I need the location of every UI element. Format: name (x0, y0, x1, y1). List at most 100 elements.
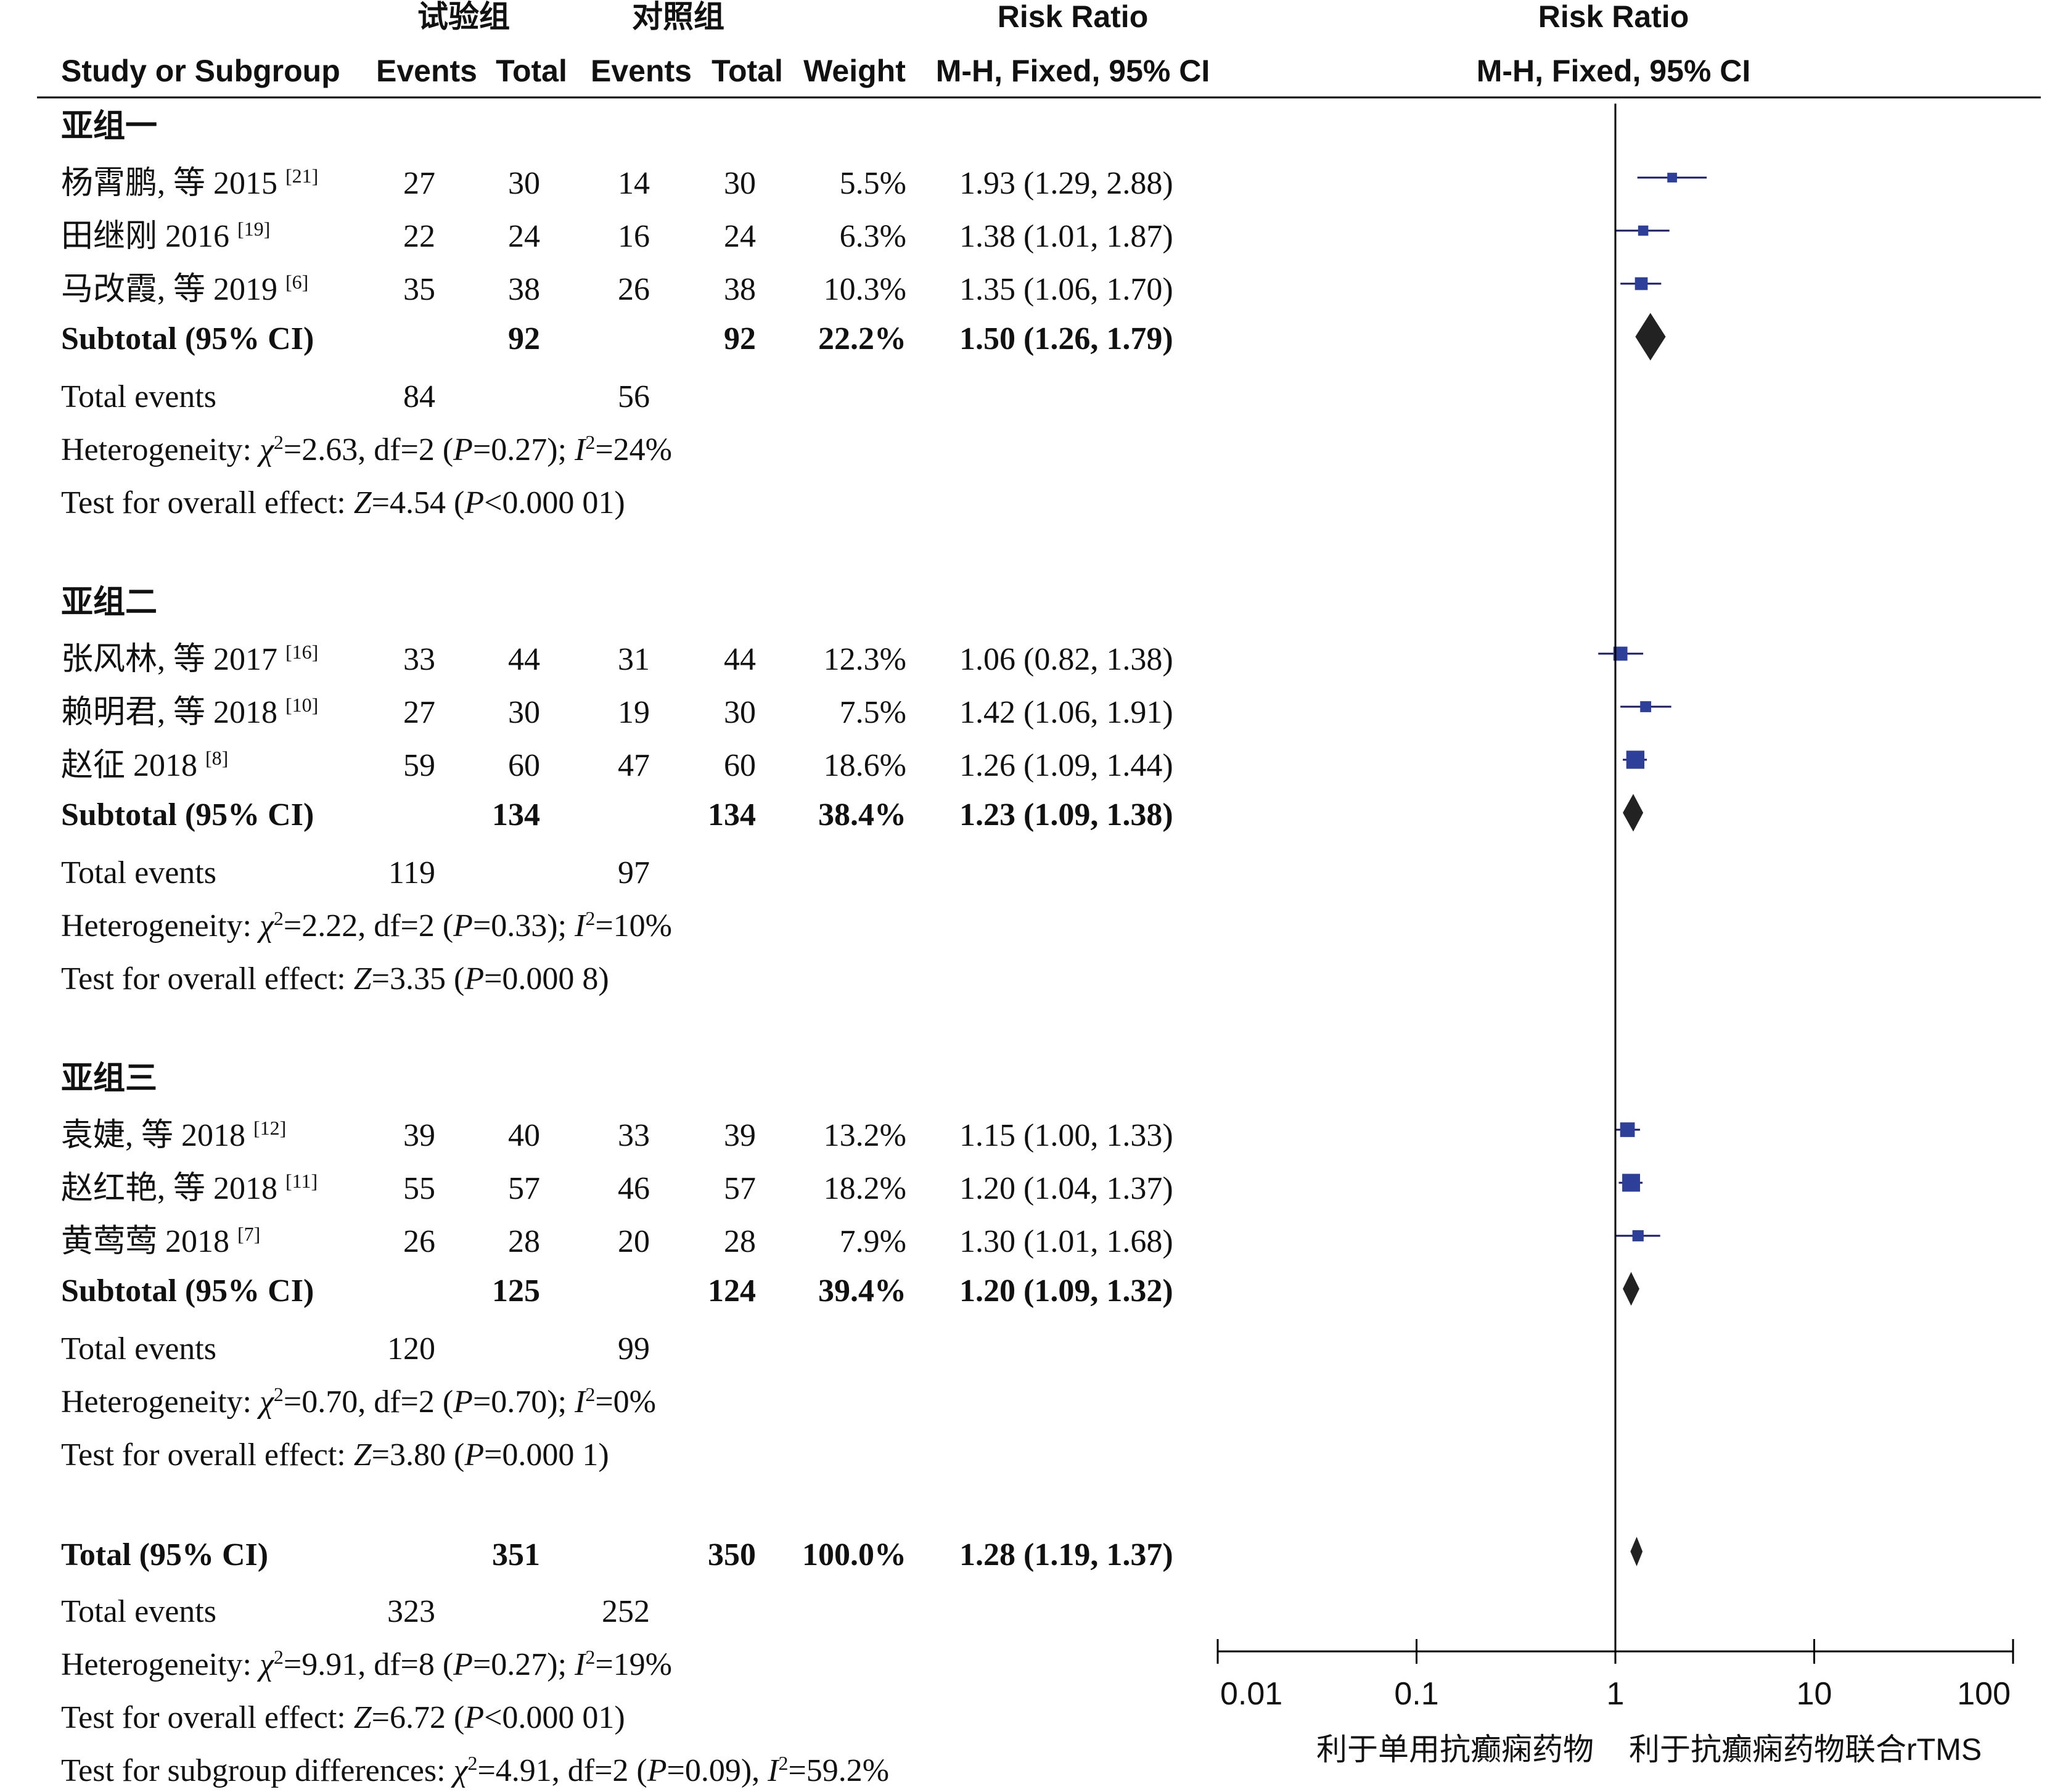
p-symbol: P (647, 1753, 667, 1788)
study-events-ctl: 31 (618, 642, 650, 677)
subtotal-total-exp: 125 (492, 1273, 540, 1309)
study-reference: [7] (237, 1223, 260, 1245)
study-weight: 6.3% (840, 219, 906, 254)
p-symbol: P (464, 485, 484, 520)
header-col-study: Study or Subgroup (61, 54, 340, 88)
p-value: =0.70); (473, 1384, 575, 1420)
study-ci: 1.20 (1.04, 1.37) (959, 1171, 1173, 1206)
subtotal-weight: 38.4% (818, 797, 906, 832)
i2-symbol: I (767, 1753, 780, 1788)
total-events-label: Total events (61, 1594, 216, 1629)
study-reference: [8] (205, 747, 228, 769)
total-total-ctl: 350 (708, 1537, 756, 1572)
study-name: 赵红艳, 等 2018 [11] (61, 1170, 318, 1206)
study-ci: 1.30 (1.01, 1.68) (959, 1224, 1173, 1259)
study-total-ctl: 44 (724, 642, 756, 677)
study-marker (1634, 277, 1648, 290)
p-symbol: P (453, 1384, 473, 1420)
header-plot-title: Risk Ratio (1538, 0, 1689, 34)
heterogeneity-label: Heterogeneity: (61, 1384, 260, 1420)
chi-value: =0.70, df=2 ( (284, 1384, 453, 1420)
superscript-2: 2 (274, 431, 284, 453)
p-symbol: P (464, 1437, 484, 1473)
i2-value: =0% (595, 1384, 656, 1420)
subgroup-heading: 亚组二 (61, 585, 157, 620)
study-name: 张风林, 等 2017 [16] (61, 641, 318, 677)
study-events-ctl: 16 (618, 219, 650, 254)
chi-value: =2.22, df=2 ( (284, 908, 453, 943)
study-reference: [16] (285, 641, 318, 663)
subtotal-total-ctl: 134 (708, 797, 756, 832)
heterogeneity-label: Heterogeneity: (61, 1647, 260, 1682)
study-total-ctl: 57 (724, 1171, 756, 1206)
p-value: =0.09), (667, 1753, 768, 1788)
study-events-exp: 55 (403, 1171, 435, 1206)
x-axis-tick-label: 0.01 (1220, 1676, 1282, 1712)
study-name: 赖明君, 等 2018 [10] (61, 694, 318, 730)
total-events-ctl: 252 (602, 1594, 650, 1629)
heterogeneity-text: Heterogeneity: χ2=2.22, df=2 (P=0.33); I… (61, 907, 672, 943)
overall-label: Test for overall effect: (61, 1437, 354, 1473)
forest-plot-area: 0.01 0.1 1 10 100 利于单用抗癫痫药物 利于抗癫痫药物联合rTMS (1216, 104, 2014, 1767)
superscript-2: 2 (585, 1383, 595, 1405)
i2-symbol: I (574, 1647, 587, 1682)
study-marker (1620, 1122, 1635, 1137)
p-value: =0.27); (473, 1647, 575, 1682)
z-value: =3.80 ( (372, 1437, 465, 1473)
subtotal-ci: 1.50 (1.26, 1.79) (959, 321, 1173, 356)
study-ci: 1.15 (1.00, 1.33) (959, 1118, 1173, 1153)
i2-value: =10% (595, 908, 672, 943)
study-name: 黄莺莺 2018 [7] (61, 1223, 260, 1259)
total-events-exp: 120 (387, 1331, 435, 1367)
study-total-ctl: 24 (724, 219, 756, 254)
study-events-ctl: 47 (618, 748, 650, 783)
study-reference: [10] (285, 694, 318, 716)
i2-symbol: I (574, 908, 587, 943)
overall-effect-text: Test for overall effect: Z=3.80 (P=0.000… (61, 1437, 609, 1473)
subgroup-differences-text: Test for subgroup differences: χ2=4.91, … (61, 1752, 889, 1788)
total-label: Total (95% CI) (61, 1537, 268, 1572)
superscript-2: 2 (778, 1752, 788, 1774)
study-events-exp: 35 (403, 272, 435, 307)
study-name: 田继刚 2016 [19] (61, 218, 270, 254)
total-ci: 1.28 (1.19, 1.37) (959, 1537, 1173, 1572)
superscript-2: 2 (274, 1646, 284, 1668)
study-total-ctl: 38 (724, 272, 756, 307)
z-symbol: Z (354, 485, 372, 520)
study-ci: 1.35 (1.06, 1.70) (959, 272, 1173, 307)
header-col-events2: Events (591, 54, 692, 88)
x-axis-tick-label: 0.1 (1394, 1676, 1438, 1712)
total-events-exp: 323 (387, 1594, 435, 1629)
study-ci: 1.06 (0.82, 1.38) (959, 642, 1173, 677)
study-marker (1638, 225, 1649, 236)
total-events-label: Total events (61, 855, 216, 890)
study-total-exp: 24 (508, 219, 540, 254)
i2-symbol: I (574, 432, 587, 467)
study-weight: 13.2% (824, 1118, 906, 1153)
subgroup-heading: 亚组三 (61, 1061, 157, 1096)
header-plot-method: M-H, Fixed, 95% CI (1477, 54, 1751, 88)
overall-effect-text: Test for overall effect: Z=4.54 (P<0.000… (61, 485, 625, 520)
study-total-exp: 44 (508, 642, 540, 677)
subtotal-weight: 22.2% (818, 321, 906, 356)
total-events-ctl: 99 (618, 1331, 650, 1367)
subtotal-total-exp: 134 (492, 797, 540, 832)
study-marker (1640, 701, 1652, 712)
chi-symbol: χ (256, 908, 274, 943)
study-events-exp: 27 (403, 166, 435, 201)
p-value: =0.27); (473, 432, 575, 467)
study-weight: 18.6% (824, 748, 906, 783)
study-events-ctl: 46 (618, 1171, 650, 1206)
p-value: <0.000 01) (484, 1700, 625, 1735)
study-ci: 1.93 (1.29, 2.88) (959, 166, 1173, 201)
study-ci: 1.42 (1.06, 1.91) (959, 695, 1173, 730)
i2-value: =19% (595, 1647, 672, 1682)
study-total-exp: 60 (508, 748, 540, 783)
total-events-exp: 84 (403, 379, 435, 414)
overall-label: Test for overall effect: (61, 961, 354, 997)
total-weight: 100.0% (802, 1537, 906, 1572)
z-symbol: Z (354, 961, 372, 997)
header-ctl-group: 对照组 (632, 0, 724, 34)
p-value: <0.000 01) (484, 485, 625, 520)
